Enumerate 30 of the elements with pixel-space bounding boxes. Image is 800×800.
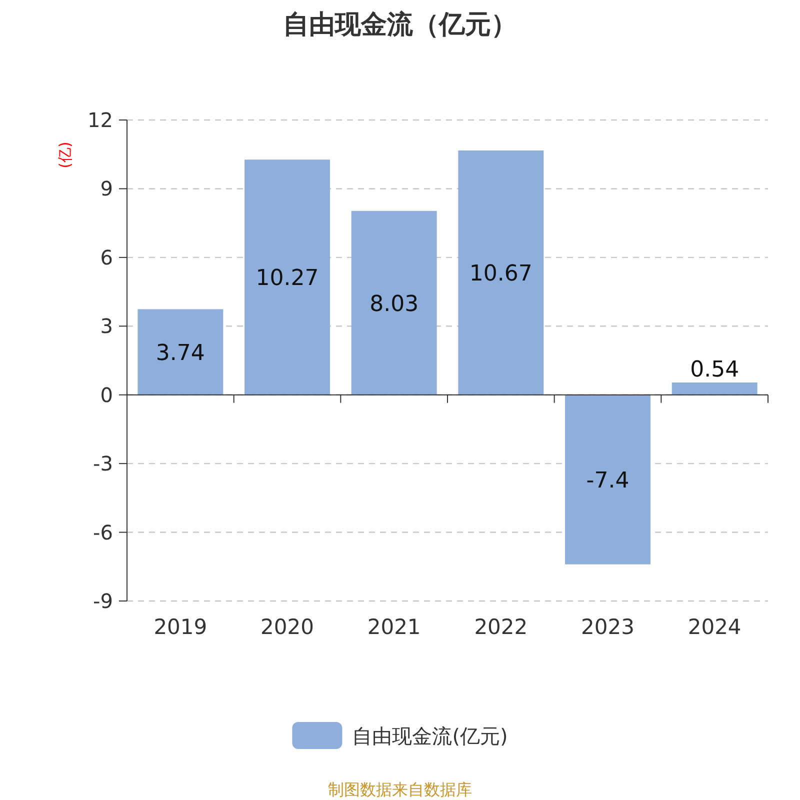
y-axis-title: (亿) — [56, 142, 74, 168]
data-label: 8.03 — [370, 292, 419, 317]
bar — [244, 160, 330, 395]
y-tick-label: 0 — [100, 382, 113, 407]
y-tick-label: -9 — [93, 589, 113, 613]
x-tick-label: 2023 — [581, 615, 634, 639]
data-label: 3.74 — [156, 341, 205, 366]
bar — [351, 210, 437, 395]
y-tick-label: 12 — [88, 108, 113, 132]
data-label: 0.54 — [690, 357, 740, 382]
data-label: -7.4 — [586, 468, 630, 494]
data-label: 10.27 — [256, 266, 319, 292]
bar — [565, 394, 650, 564]
y-tick-label: -6 — [93, 520, 113, 544]
legend-label: 自由现金流(亿元) — [352, 724, 508, 748]
text: 制图数据来自数据库 — [328, 780, 472, 799]
bar — [138, 309, 224, 395]
data-label: 10.67 — [469, 262, 532, 287]
x-tick-label: 2020 — [260, 615, 314, 639]
y-tick-label: 9 — [100, 176, 113, 201]
x-tick-label: 2021 — [367, 615, 421, 639]
bar — [458, 150, 544, 395]
chart-title: 自由现金流（亿元） — [283, 10, 517, 40]
x-tick-label: 2019 — [154, 615, 208, 639]
x-tick-label: 2024 — [688, 615, 742, 639]
x-tick-label: 2022 — [474, 615, 528, 639]
y-tick-label: 6 — [100, 245, 113, 270]
y-tick-label: -3 — [93, 452, 113, 476]
bar — [672, 382, 758, 395]
y-tick-label: 3 — [100, 314, 113, 338]
